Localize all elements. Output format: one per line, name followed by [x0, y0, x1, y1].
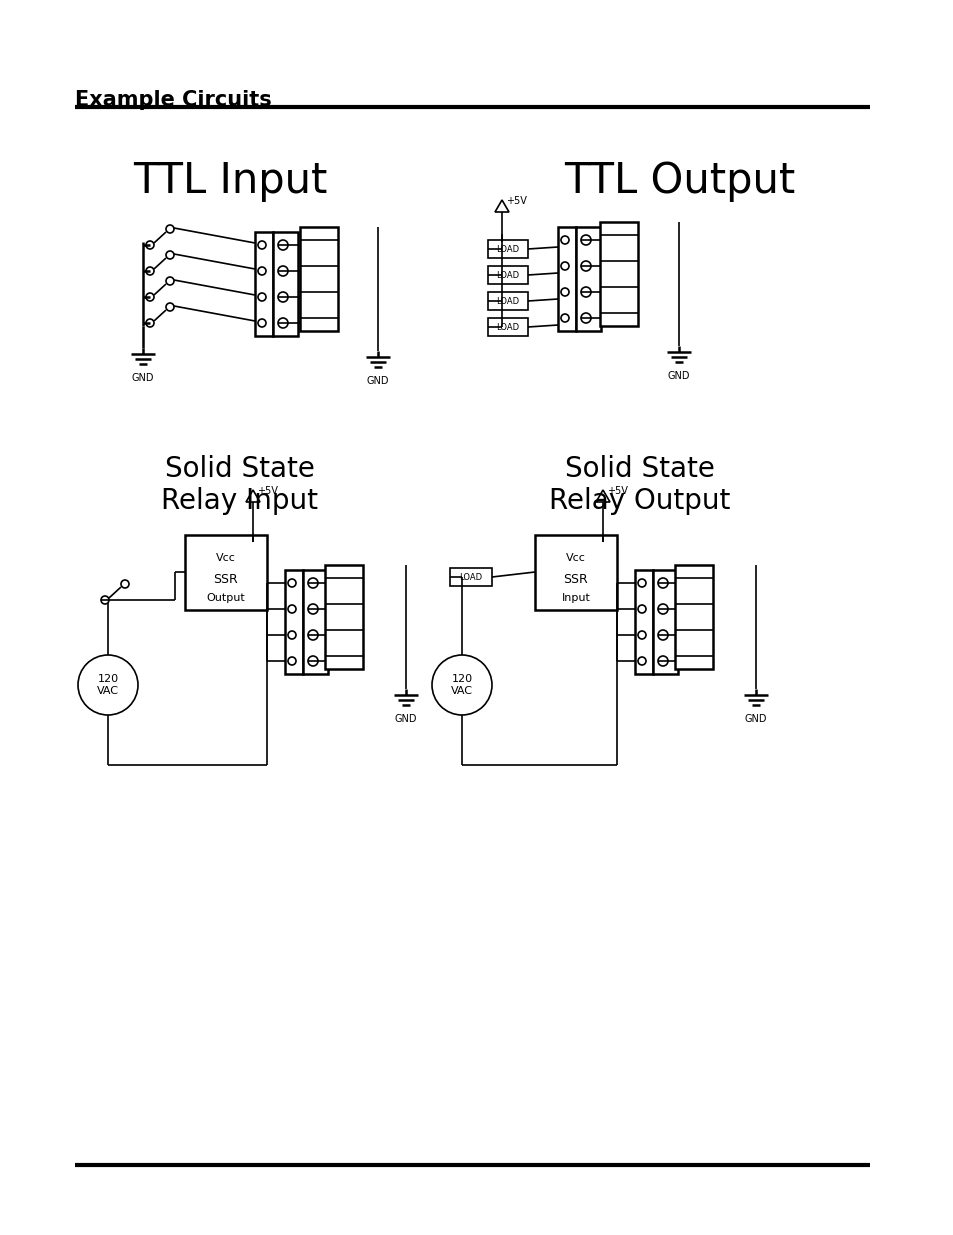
Circle shape [166, 251, 173, 259]
Circle shape [146, 241, 153, 249]
Bar [299, 227, 337, 331]
Circle shape [277, 317, 288, 329]
Text: GND: GND [744, 714, 766, 724]
Circle shape [121, 580, 129, 588]
Bar [675, 564, 712, 669]
Text: GND: GND [132, 373, 154, 383]
Circle shape [432, 655, 492, 715]
Circle shape [580, 312, 590, 324]
Circle shape [560, 314, 568, 322]
Text: LOAD: LOAD [496, 322, 519, 331]
Bar [325, 564, 363, 669]
Bar [273, 232, 297, 336]
Circle shape [580, 261, 590, 270]
Circle shape [277, 240, 288, 249]
Bar [558, 227, 576, 331]
Circle shape [166, 277, 173, 285]
Text: Vcc: Vcc [565, 553, 585, 563]
Text: 120
VAC: 120 VAC [97, 674, 119, 695]
Text: SSR: SSR [563, 573, 588, 585]
Bar [488, 317, 527, 336]
Circle shape [308, 656, 317, 666]
Circle shape [146, 267, 153, 275]
Circle shape [560, 288, 568, 296]
Bar [535, 535, 617, 610]
Circle shape [146, 319, 153, 327]
Circle shape [658, 578, 667, 588]
Circle shape [166, 303, 173, 311]
Text: Input: Input [561, 593, 590, 603]
Bar [576, 227, 600, 331]
Polygon shape [596, 490, 609, 501]
Text: Output: Output [207, 593, 245, 603]
Circle shape [166, 225, 173, 233]
Text: TTL Input: TTL Input [132, 161, 327, 203]
Circle shape [308, 630, 317, 640]
Bar [599, 222, 638, 326]
Bar [652, 571, 678, 674]
Bar [635, 571, 652, 674]
Circle shape [257, 267, 266, 275]
Circle shape [638, 579, 645, 587]
Circle shape [308, 604, 317, 614]
Polygon shape [246, 490, 260, 501]
Circle shape [288, 579, 295, 587]
Circle shape [658, 604, 667, 614]
Text: LOAD: LOAD [496, 296, 519, 305]
Text: 120
VAC: 120 VAC [451, 674, 473, 695]
Bar [450, 568, 492, 585]
Bar [488, 240, 527, 258]
Text: GND: GND [395, 714, 416, 724]
Circle shape [257, 241, 266, 249]
Text: +5V: +5V [606, 487, 627, 496]
Text: Vcc: Vcc [215, 553, 235, 563]
Circle shape [257, 319, 266, 327]
Circle shape [288, 657, 295, 664]
Circle shape [638, 605, 645, 613]
Circle shape [658, 630, 667, 640]
Circle shape [308, 578, 317, 588]
Text: GND: GND [667, 370, 690, 382]
Circle shape [580, 235, 590, 245]
Text: TTL Output: TTL Output [564, 161, 795, 203]
Circle shape [146, 293, 153, 301]
Circle shape [658, 656, 667, 666]
Text: GND: GND [366, 375, 389, 387]
Text: SSR: SSR [213, 573, 238, 585]
Circle shape [101, 597, 109, 604]
Circle shape [288, 631, 295, 638]
Bar [285, 571, 303, 674]
Circle shape [560, 236, 568, 245]
Text: Example Circuits: Example Circuits [75, 90, 272, 110]
Circle shape [257, 293, 266, 301]
Text: +5V: +5V [505, 196, 526, 206]
Text: Solid State
Relay Output: Solid State Relay Output [549, 454, 730, 515]
Circle shape [78, 655, 138, 715]
Circle shape [288, 605, 295, 613]
Circle shape [638, 657, 645, 664]
Bar [488, 291, 527, 310]
Polygon shape [495, 200, 509, 212]
Text: +5V: +5V [256, 487, 277, 496]
Circle shape [277, 266, 288, 275]
Text: LOAD: LOAD [496, 270, 519, 279]
Circle shape [277, 291, 288, 303]
Circle shape [560, 262, 568, 270]
Text: LOAD: LOAD [459, 573, 482, 582]
Text: Solid State
Relay Input: Solid State Relay Input [161, 454, 318, 515]
Bar [488, 266, 527, 284]
Bar [254, 232, 273, 336]
Circle shape [638, 631, 645, 638]
Bar [185, 535, 267, 610]
Text: LOAD: LOAD [496, 245, 519, 253]
Bar [303, 571, 328, 674]
Circle shape [580, 287, 590, 296]
